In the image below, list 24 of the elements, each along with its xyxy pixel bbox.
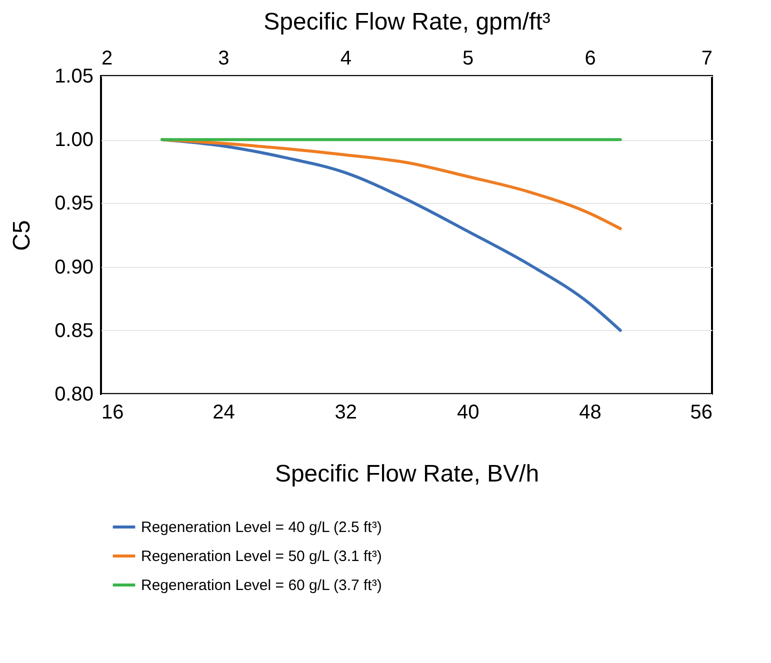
x2-tick-label: 6 <box>584 48 596 70</box>
y-tick-label: 1.05 <box>54 66 94 88</box>
x-tick-label: 48 <box>579 402 602 424</box>
x2-tick-label: 2 <box>102 48 113 70</box>
y-axis-title: C5 <box>8 220 36 251</box>
x-tick-label: 32 <box>334 402 358 424</box>
legend-label: Regeneration Level = 50 g/L (3.1 ft³) <box>141 548 382 565</box>
y-tick-label: 0.85 <box>54 320 94 342</box>
x2-tick-label: 5 <box>462 48 474 70</box>
x-tick-label: 16 <box>102 402 124 424</box>
x2-axis-title: Specific Flow Rate, gpm/ft³ <box>264 8 550 36</box>
x-axis-title: Specific Flow Rate, BV/h <box>274 460 540 488</box>
x-tick-label: 40 <box>456 402 480 424</box>
legend-label: Regeneration Level = 60 g/L (3.7 ft³) <box>141 577 382 594</box>
y-tick-label: 0.90 <box>54 256 94 278</box>
x2-tick-label: 4 <box>340 48 352 70</box>
x2-tick-label: 7 <box>701 48 712 70</box>
x-tick-label: 56 <box>690 402 712 424</box>
y-tick-label: 1.00 <box>54 129 94 152</box>
y-tick-label: 0.95 <box>54 192 94 215</box>
x-tick-label: 24 <box>212 402 235 424</box>
legend-label: Regeneration Level = 40 g/L (2.5 ft³) <box>141 519 382 536</box>
y-tick-label: 0.80 <box>54 384 94 406</box>
x2-tick-label: 3 <box>218 48 230 70</box>
